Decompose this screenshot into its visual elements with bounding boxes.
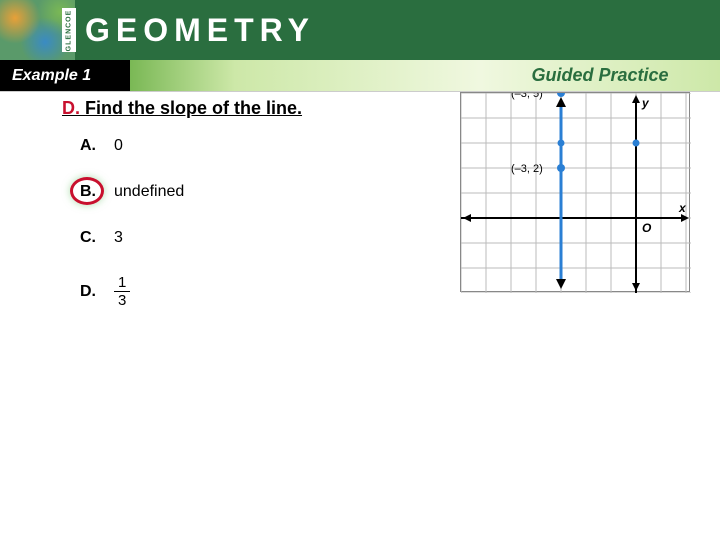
question-letter: D. [62, 98, 80, 118]
choice-letter: A. [80, 137, 114, 155]
choice-fraction: 1 3 [114, 275, 130, 308]
choice-text: 0 [114, 137, 123, 155]
header-banner: GLENCOE GEOMETRY [0, 0, 720, 60]
fraction-denominator: 3 [114, 292, 130, 308]
svg-text:(–3, 5): (–3, 5) [511, 93, 543, 100]
subheader-bar: Example 1 Guided Practice [0, 60, 720, 92]
choice-text: undefined [114, 183, 184, 201]
choice-letter: C. [80, 229, 114, 247]
guided-practice-label: Guided Practice [480, 60, 720, 91]
fraction-numerator: 1 [114, 275, 130, 292]
answer-circle-icon [70, 177, 104, 205]
subheader-gradient [130, 60, 480, 91]
svg-text:y: y [641, 96, 650, 110]
choice-text: 3 [114, 229, 123, 247]
svg-text:x: x [678, 201, 687, 215]
choice-letter: D. [80, 283, 114, 301]
publisher-strip: GLENCOE [62, 8, 76, 52]
example-label: Example 1 [0, 60, 130, 91]
question-body: Find the slope of the line. [85, 98, 302, 118]
coordinate-graph: (–3, 5) (–3, 2) Ox y [460, 92, 690, 292]
graph-svg: (–3, 5) (–3, 2) Ox y [461, 93, 691, 293]
svg-text:O: O [642, 221, 652, 235]
svg-text:(–3, 2): (–3, 2) [511, 163, 543, 175]
content-area: D. Find the slope of the line. A. 0 B. u… [0, 92, 720, 308]
book-title: GEOMETRY [85, 12, 315, 49]
publisher-text: GLENCOE [66, 9, 73, 51]
